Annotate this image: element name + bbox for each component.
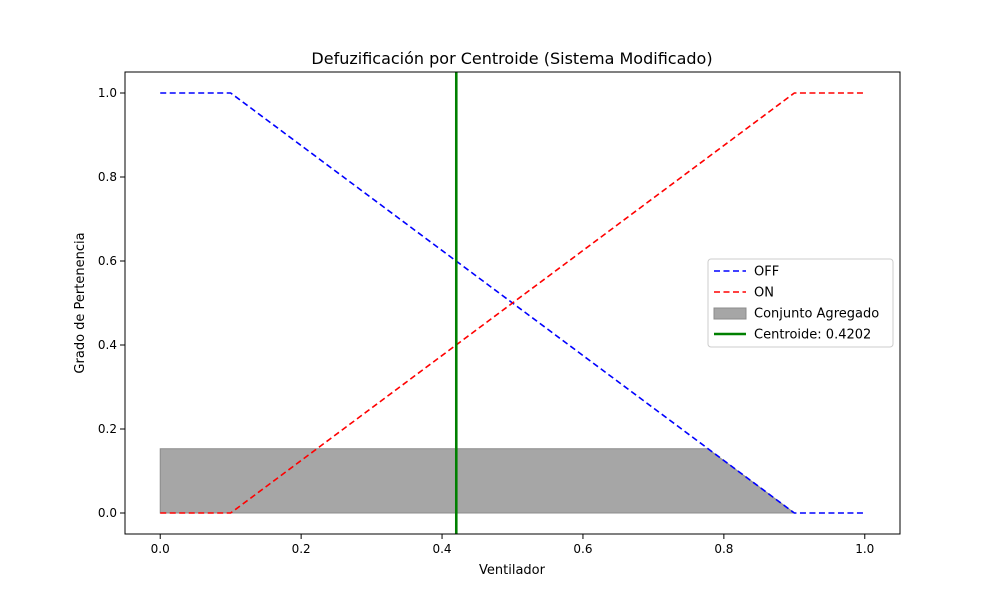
axes-frame	[124, 71, 901, 535]
chart-title: Defuzificación por Centroide (Sistema Mo…	[311, 49, 712, 68]
x-axis-label: Ventilador	[479, 563, 546, 578]
x-tick-label: 0.0	[151, 542, 170, 556]
y-tick-label: 0.0	[98, 506, 117, 520]
legend-swatch-aggregated-set	[713, 307, 747, 320]
legend-frame	[707, 258, 894, 348]
y-axis-label: Grado de Pertenencia	[73, 232, 88, 373]
y-tick-label: 0.6	[98, 254, 117, 268]
x-tick-label: 0.6	[573, 542, 592, 556]
y-tick-label: 0.2	[98, 422, 117, 436]
aggregated-set-area	[159, 448, 796, 514]
y-tick-label: 0.8	[98, 170, 117, 184]
plot-area: 0.0 0.2 0.4 0.6 0.8 1.0 0.0 0.2 0.4 0.6 0.8 1.0	[98, 71, 901, 556]
x-tick-label: 0.8	[714, 542, 733, 556]
series-line-on	[160, 92, 865, 514]
x-tick-label: 1.0	[855, 542, 874, 556]
legend-label-off: OFF	[754, 265, 779, 280]
x-tick-label: 0.2	[292, 542, 311, 556]
y-tick-label: 0.4	[98, 338, 117, 352]
legend-label-centroid: Centroide: 0.4202	[754, 328, 871, 343]
y-tick-label: 1.0	[98, 86, 117, 100]
legend-label-aggregated-set: Conjunto Agregado	[754, 307, 879, 322]
legend: OFF ON Conjunto Agregado Centroide: 0.4202	[707, 258, 894, 348]
x-tick-label: 0.4	[432, 542, 451, 556]
legend-label-on: ON	[754, 286, 774, 301]
